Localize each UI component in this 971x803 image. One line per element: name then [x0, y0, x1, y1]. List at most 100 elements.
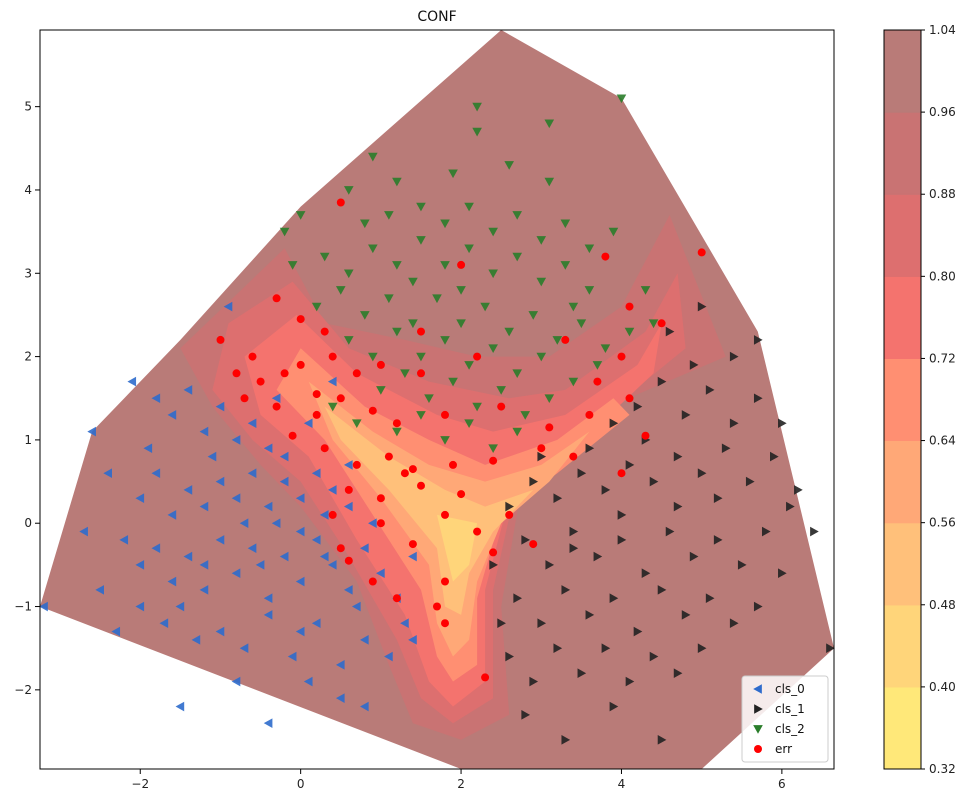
cls_0-point [135, 560, 145, 570]
cls_2-point [512, 369, 523, 379]
cls_0-point [239, 518, 249, 529]
err-point [441, 619, 449, 628]
x-tick-label: −2 [131, 777, 149, 791]
colorbar-tick-label: 0.64 [929, 434, 956, 448]
err-point [320, 327, 329, 336]
err-point [473, 352, 482, 361]
legend-box [741, 675, 829, 763]
cls_1-point [673, 668, 683, 678]
cls_2-point [392, 177, 402, 187]
colorbar-segment [884, 440, 921, 524]
cls_0-point [215, 401, 225, 412]
err-point [344, 556, 353, 565]
cls_0-point [199, 560, 209, 570]
cls_1-point [753, 393, 763, 404]
cls_2-point [504, 327, 514, 337]
cls_1-point [625, 676, 635, 687]
cls_2-point [416, 236, 426, 245]
err-point [408, 465, 417, 474]
cls_0-point [311, 535, 321, 545]
cls_2-point [440, 219, 450, 229]
cls_2-point [416, 202, 426, 212]
cls_1-point [537, 618, 547, 628]
cls_1-point [673, 501, 683, 512]
cls_0-point [127, 376, 137, 387]
cls_1-point [657, 735, 667, 745]
err-point [537, 444, 546, 453]
err-point [248, 352, 257, 361]
cls_2-point [488, 344, 498, 354]
cls_1-point [577, 468, 587, 479]
cls_0-legend-label: cls_0 [775, 682, 805, 696]
err-point [585, 410, 594, 419]
err-point [617, 469, 626, 478]
err-point [601, 252, 610, 261]
cls_2-point [448, 377, 458, 387]
cls_1-point [577, 668, 587, 678]
cls_0-point [103, 468, 113, 479]
cls_1-point [689, 360, 699, 370]
colorbar-tick-label: 0.80 [929, 269, 956, 283]
cls_2-point [624, 327, 635, 337]
cls_2-point [472, 102, 482, 112]
cls_0-point [111, 626, 121, 637]
cls_2-point [368, 152, 378, 162]
cls_0-point [295, 493, 305, 504]
cls_2-point [456, 319, 466, 329]
cls_1-point [721, 443, 731, 454]
cls_2-point [456, 286, 466, 295]
err-point [352, 460, 361, 469]
cls_2-point [616, 94, 627, 104]
cls_0-point [183, 385, 193, 395]
cls_1-point [737, 560, 747, 570]
cls_1-point [561, 585, 571, 595]
cls_0-point [215, 476, 225, 487]
cls_0-point [360, 635, 369, 645]
cls_0-point [400, 618, 409, 628]
err-point [272, 294, 281, 303]
colorbar-segment [884, 194, 921, 277]
cls_1-point [633, 626, 643, 637]
cls_1-point [713, 535, 723, 545]
cls_1-point [617, 510, 627, 520]
confidence-band [437, 514, 478, 582]
cls_0-point [95, 585, 104, 595]
err-point [545, 423, 554, 432]
err-point [457, 490, 466, 499]
colorbar-tick-label: 0.88 [929, 187, 956, 201]
cls_0-point [207, 451, 217, 462]
cls_2-point [552, 336, 563, 345]
err-point [489, 548, 498, 557]
err-point [312, 410, 321, 419]
cls_1-point [553, 643, 563, 653]
err-point [352, 369, 361, 378]
cls_0-point [215, 626, 225, 637]
cls_2-point [464, 419, 474, 429]
cls_0-point [351, 601, 361, 612]
cls_0-point [335, 693, 345, 703]
cls_2-point [424, 394, 434, 404]
cls_1-point [545, 560, 555, 570]
cls_0-point [376, 568, 385, 579]
cls_2-point [584, 286, 595, 295]
cls_2-point [592, 361, 603, 370]
colorbar: 0.32 0.40 0.48 0.56 0.64 0.72 0.80 0.88 0.96 1.04 [883, 23, 956, 776]
colorbar-tick-label: 1.04 [929, 23, 956, 37]
cls_2-point [544, 394, 555, 404]
cls_0-point [343, 501, 353, 512]
colorbar-segment [884, 276, 921, 359]
cls_1-point [745, 476, 755, 487]
cls_0-point [319, 551, 329, 562]
cls_0-point [199, 426, 209, 437]
colorbar-segment [884, 358, 921, 441]
cls_2-point [544, 119, 555, 129]
cls_2-point [480, 302, 490, 312]
cls_1-legend-marker [754, 704, 763, 714]
cls_1-point [585, 610, 595, 620]
cls_1-point [665, 526, 675, 537]
err-point [625, 302, 634, 311]
err-point [617, 352, 626, 361]
y-tick-label: 5 [24, 100, 32, 114]
data-points [39, 94, 835, 745]
